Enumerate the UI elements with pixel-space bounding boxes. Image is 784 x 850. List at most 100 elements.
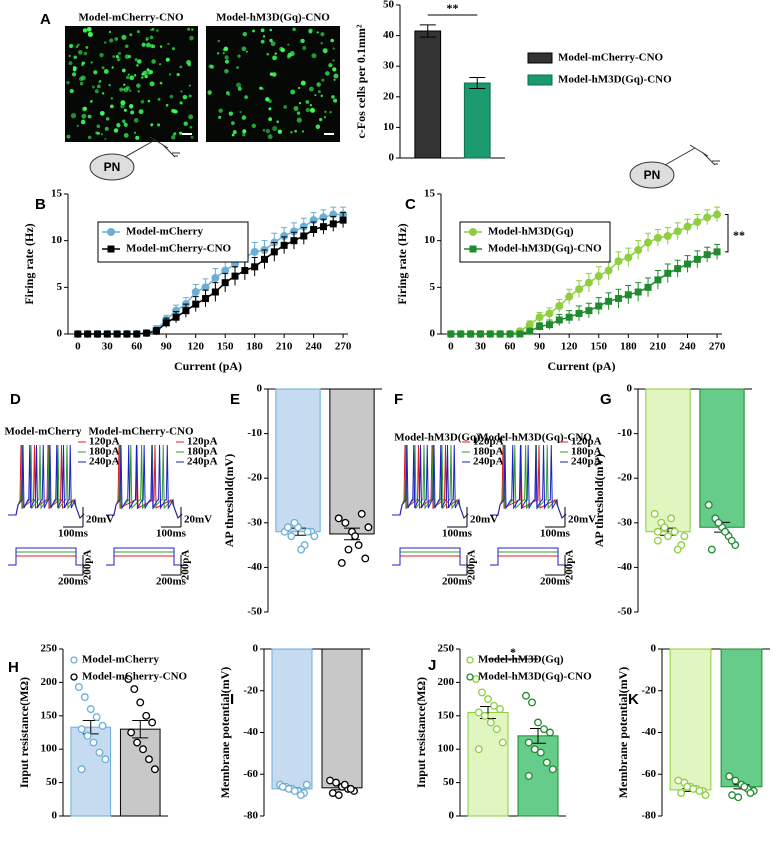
data-point xyxy=(145,755,153,764)
y-axis-label: AP threshold(mV) xyxy=(592,454,606,547)
data-point xyxy=(664,532,672,541)
cell-dot xyxy=(298,86,301,90)
data-point xyxy=(310,225,318,233)
cell-dot xyxy=(101,66,105,70)
bar xyxy=(70,726,112,817)
data-point xyxy=(734,793,743,802)
data-point xyxy=(548,765,557,774)
cell-dot xyxy=(277,129,283,134)
significance-label: ** xyxy=(447,1,459,15)
data-point xyxy=(221,279,229,287)
cell-dot xyxy=(83,106,87,111)
data-point xyxy=(693,218,702,226)
data-point xyxy=(74,330,82,338)
data-point xyxy=(524,771,533,780)
data-point xyxy=(83,731,92,740)
cell-dot xyxy=(133,118,139,123)
data-point xyxy=(251,263,259,271)
cell-dot xyxy=(141,76,144,79)
cell-dot xyxy=(168,73,172,76)
x-tick-label: 240 xyxy=(679,341,696,353)
voltage-trace xyxy=(392,444,469,519)
micrograph-cells xyxy=(66,26,339,140)
bar xyxy=(463,82,491,159)
y-axis-label: Input resistance(MΩ) xyxy=(17,677,31,788)
data-point xyxy=(506,330,514,338)
cell-dot xyxy=(86,26,92,32)
cell-dot xyxy=(266,52,270,56)
cell-dot xyxy=(66,134,71,139)
current-step xyxy=(392,547,468,566)
data-point xyxy=(357,509,366,518)
cell-dot xyxy=(122,119,126,123)
data-point xyxy=(89,738,98,747)
cell-dot xyxy=(298,102,302,105)
cell-dot xyxy=(82,28,88,33)
data-point xyxy=(346,784,355,793)
cell-dot xyxy=(179,65,183,69)
data-point xyxy=(721,527,730,536)
cell-dot xyxy=(113,128,119,133)
legend-label: Model-hM3D(Gq)-CNO xyxy=(488,243,602,255)
cell-dot xyxy=(259,86,263,90)
data-point xyxy=(354,541,363,550)
cell-dot xyxy=(68,43,74,49)
cell-dot xyxy=(333,73,339,79)
series-line xyxy=(77,219,344,335)
cell-dot xyxy=(308,28,313,33)
cell-dot xyxy=(137,90,140,93)
cell-dot xyxy=(296,111,301,115)
current-step xyxy=(8,547,84,566)
cell-dot xyxy=(108,30,112,34)
panel-label: G xyxy=(600,391,612,408)
cell-dot xyxy=(112,55,116,58)
cell-dot xyxy=(111,66,114,69)
data-point xyxy=(565,292,574,301)
cell-dot xyxy=(159,81,163,85)
cell-dot xyxy=(81,61,85,65)
y-tick-label: 30 xyxy=(383,60,395,72)
data-point xyxy=(740,782,749,791)
cell-dot xyxy=(136,83,141,88)
cell-dot xyxy=(146,70,151,75)
y-tick-label: 0 xyxy=(430,328,436,340)
current-label: 120pA xyxy=(89,436,120,448)
data-point xyxy=(103,330,111,338)
cell-dot xyxy=(125,75,130,80)
cell-dot xyxy=(292,27,296,32)
data-point xyxy=(670,527,679,536)
cell-dot xyxy=(207,90,212,95)
data-point xyxy=(310,532,319,541)
cell-dot xyxy=(329,111,332,114)
data-point xyxy=(202,295,210,303)
x-tick-label: 270 xyxy=(709,341,726,353)
cell-dot xyxy=(269,28,272,32)
data-point xyxy=(634,288,642,296)
data-point xyxy=(133,330,141,338)
cell-dot xyxy=(157,97,161,101)
scale-bar xyxy=(447,507,468,528)
cell-dot xyxy=(218,115,222,119)
data-point xyxy=(644,238,653,247)
data-point xyxy=(545,309,554,318)
cell-dot xyxy=(71,72,77,77)
data-point xyxy=(480,711,489,720)
y-tick-label: -10 xyxy=(247,427,262,439)
data-point xyxy=(339,216,347,224)
data-point xyxy=(486,718,495,727)
scale-label: 200pA xyxy=(82,550,94,581)
cell-dot xyxy=(108,84,111,87)
cell-dot xyxy=(324,110,327,114)
cell-dot xyxy=(242,129,247,134)
data-point xyxy=(528,698,536,707)
y-axis-label: Membrane potential(mV) xyxy=(218,667,232,799)
cell-dot xyxy=(320,42,323,45)
data-point xyxy=(143,329,151,337)
bar xyxy=(271,648,313,790)
y-tick-label: 5 xyxy=(57,281,63,293)
voltage-trace xyxy=(392,444,469,519)
cell-dot xyxy=(218,108,223,113)
cell-dot xyxy=(305,107,310,113)
cell-dot xyxy=(173,132,177,136)
data-point xyxy=(231,272,239,280)
